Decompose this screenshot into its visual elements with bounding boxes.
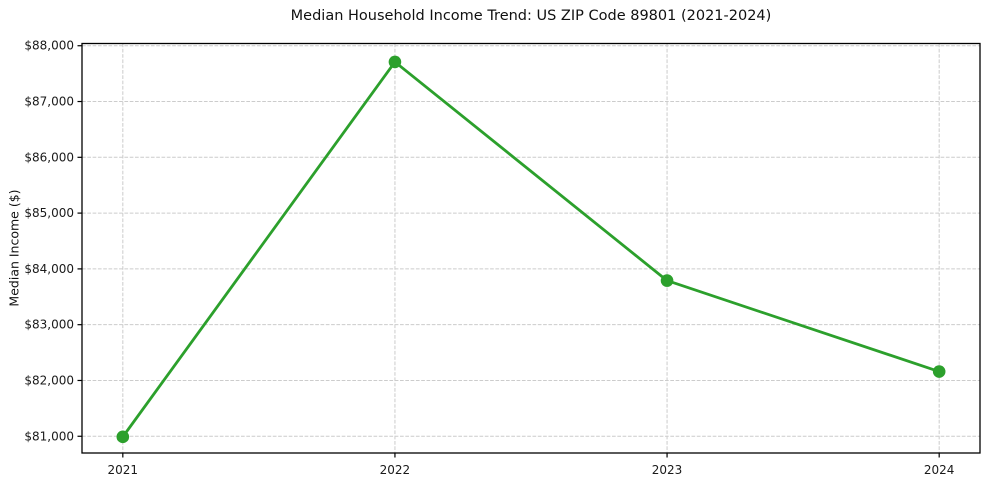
x-tick-label: 2024 [924, 463, 955, 477]
y-tick-label: $86,000 [24, 150, 74, 164]
chart-title: Median Household Income Trend: US ZIP Co… [290, 8, 772, 24]
y-tick-label: $81,000 [24, 429, 74, 443]
y-tick-label: $83,000 [24, 318, 74, 332]
y-tick-label: $88,000 [24, 39, 74, 53]
y-tick-label: $84,000 [24, 262, 74, 276]
x-tick-label: 2022 [380, 463, 411, 477]
y-tick-label: $82,000 [24, 373, 74, 387]
y-tick-label: $87,000 [24, 95, 74, 109]
trend-line [121, 60, 941, 439]
x-tick-label: 2021 [108, 463, 139, 477]
axes-frame [81, 42, 981, 454]
x-tick-label: 2023 [652, 463, 683, 477]
data-point [660, 274, 674, 287]
data-point [932, 365, 946, 378]
y-tick-label: $85,000 [24, 206, 74, 220]
data-point [388, 55, 402, 69]
data-point [116, 430, 130, 444]
